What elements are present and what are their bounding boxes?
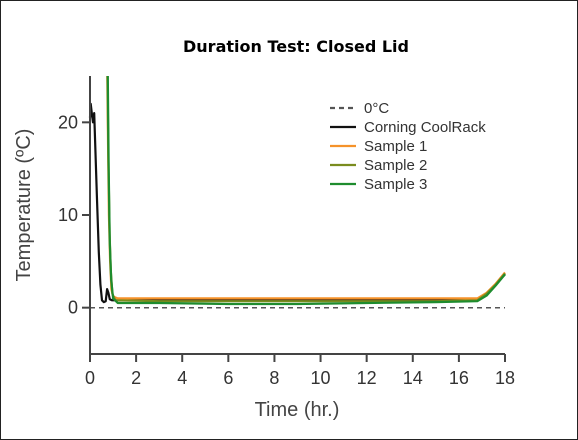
- x-tick-label: 18: [495, 368, 515, 388]
- legend-label: 0°C: [364, 100, 389, 117]
- y-axis-label: Temperature (ºC): [13, 129, 35, 282]
- plot-area: [88, 75, 506, 309]
- axes: [89, 76, 505, 355]
- legend-label: Sample 2: [364, 157, 427, 174]
- y-tick-label: 0: [68, 298, 78, 318]
- x-tick-label: 6: [223, 368, 233, 388]
- y-tick-label: 20: [58, 112, 78, 132]
- x-tick-label: 8: [269, 368, 279, 388]
- series-line-3: [106, 75, 506, 303]
- legend-label: Corning CoolRack: [364, 119, 486, 136]
- legend-label: Sample 3: [364, 176, 427, 193]
- x-tick-label: 14: [403, 368, 423, 388]
- legend-label: Sample 1: [364, 138, 427, 155]
- x-tick-label: 4: [177, 368, 187, 388]
- x-tick-label: 10: [311, 368, 331, 388]
- legend: 0°C Corning CoolRack Sample 1 Sample 2 Sampl…: [330, 100, 486, 193]
- x-tick-label: 2: [131, 368, 141, 388]
- x-axis-label: Time (hr.): [255, 399, 340, 421]
- series-line-2: [106, 75, 506, 300]
- y-tick-label: 10: [58, 205, 78, 225]
- x-tick-label: 0: [85, 368, 95, 388]
- ticks: 0 2 4 6 8 10 12 14 16 18 0 10 20: [58, 112, 515, 388]
- x-tick-label: 12: [357, 368, 377, 388]
- x-tick-label: 16: [449, 368, 469, 388]
- chart-title: Duration Test: Closed Lid: [183, 37, 409, 56]
- series-line-4: [106, 75, 506, 306]
